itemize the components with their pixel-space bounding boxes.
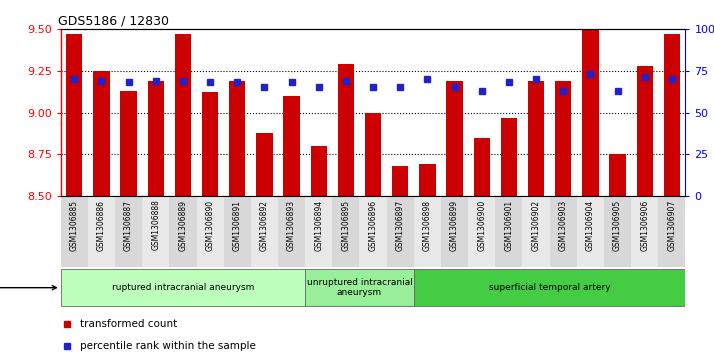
- Text: GSM1306896: GSM1306896: [368, 200, 378, 251]
- Bar: [446, 81, 463, 196]
- Bar: [582, 0, 598, 196]
- Bar: [148, 81, 164, 196]
- Bar: [468, 196, 496, 267]
- Bar: [631, 196, 658, 267]
- Bar: [332, 196, 359, 267]
- Text: GSM1306893: GSM1306893: [287, 200, 296, 251]
- Text: GSM1306886: GSM1306886: [97, 200, 106, 250]
- Bar: [523, 196, 550, 267]
- Bar: [142, 196, 169, 267]
- Text: GSM1306892: GSM1306892: [260, 200, 269, 250]
- Bar: [61, 269, 305, 306]
- Bar: [577, 196, 604, 267]
- Text: percentile rank within the sample: percentile rank within the sample: [80, 341, 256, 351]
- Text: ruptured intracranial aneurysm: ruptured intracranial aneurysm: [111, 283, 254, 292]
- Text: GSM1306906: GSM1306906: [640, 200, 649, 251]
- Text: GSM1306904: GSM1306904: [586, 200, 595, 251]
- Bar: [305, 269, 414, 306]
- Text: GSM1306890: GSM1306890: [206, 200, 215, 251]
- Bar: [61, 196, 88, 267]
- Bar: [94, 71, 109, 196]
- Bar: [278, 196, 305, 267]
- Text: GSM1306895: GSM1306895: [341, 200, 351, 251]
- Text: GSM1306897: GSM1306897: [396, 200, 405, 251]
- Bar: [550, 196, 577, 267]
- Bar: [305, 196, 332, 267]
- Text: GSM1306903: GSM1306903: [559, 200, 568, 251]
- Text: GSM1306891: GSM1306891: [233, 200, 242, 250]
- Bar: [283, 96, 300, 196]
- Bar: [251, 196, 278, 267]
- Bar: [441, 196, 468, 267]
- Text: GSM1306899: GSM1306899: [450, 200, 459, 251]
- Text: GSM1306902: GSM1306902: [531, 200, 540, 251]
- Bar: [609, 154, 625, 196]
- Bar: [365, 113, 381, 196]
- Bar: [169, 196, 196, 267]
- Text: unruptured intracranial
aneurysm: unruptured intracranial aneurysm: [306, 278, 413, 297]
- Bar: [392, 166, 408, 196]
- Text: GSM1306900: GSM1306900: [477, 200, 486, 251]
- Text: GSM1306885: GSM1306885: [70, 200, 79, 250]
- Bar: [66, 34, 82, 196]
- Bar: [387, 196, 414, 267]
- Bar: [359, 196, 387, 267]
- Bar: [88, 196, 115, 267]
- Bar: [121, 91, 137, 196]
- Bar: [501, 118, 517, 196]
- Bar: [256, 132, 273, 196]
- Bar: [196, 196, 223, 267]
- Bar: [658, 196, 685, 267]
- Bar: [311, 146, 327, 196]
- Bar: [664, 34, 680, 196]
- Bar: [637, 66, 653, 196]
- Bar: [419, 164, 436, 196]
- Bar: [202, 93, 218, 196]
- Text: GSM1306894: GSM1306894: [314, 200, 323, 251]
- Bar: [496, 196, 523, 267]
- Bar: [175, 34, 191, 196]
- Bar: [473, 138, 490, 196]
- Text: GSM1306907: GSM1306907: [668, 200, 676, 251]
- Text: GDS5186 / 12830: GDS5186 / 12830: [58, 15, 169, 28]
- Text: GSM1306887: GSM1306887: [124, 200, 133, 250]
- Text: GSM1306901: GSM1306901: [504, 200, 513, 251]
- Text: GSM1306898: GSM1306898: [423, 200, 432, 250]
- Text: GSM1306889: GSM1306889: [178, 200, 187, 250]
- Bar: [604, 196, 631, 267]
- Text: GSM1306888: GSM1306888: [151, 200, 160, 250]
- Bar: [229, 81, 246, 196]
- Bar: [555, 81, 571, 196]
- Bar: [338, 64, 354, 196]
- Bar: [528, 81, 544, 196]
- Text: transformed count: transformed count: [80, 319, 178, 329]
- Bar: [223, 196, 251, 267]
- Bar: [414, 196, 441, 267]
- Bar: [414, 269, 685, 306]
- Bar: [115, 196, 142, 267]
- Text: GSM1306905: GSM1306905: [613, 200, 622, 251]
- Text: tissue: tissue: [0, 283, 56, 293]
- Text: superficial temporal artery: superficial temporal artery: [489, 283, 610, 292]
